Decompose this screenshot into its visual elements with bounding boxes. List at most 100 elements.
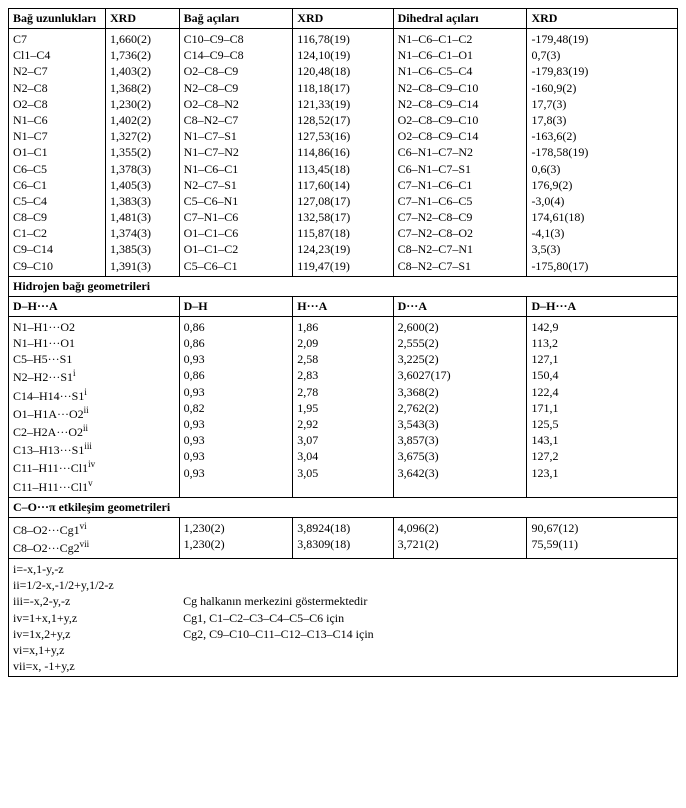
data-line: C9–C10 — [13, 258, 101, 274]
data-line: N2–C8–C9–C14 — [398, 96, 523, 112]
hbond-header-dh: D–H — [179, 296, 293, 316]
data-line: O2–C8–C9 — [184, 63, 289, 79]
data-line: 2,83 — [297, 367, 388, 383]
data-line: 1,383(3) — [110, 193, 175, 209]
data-line: 113,2 — [531, 335, 673, 351]
data-line: N1–H1···O2 — [13, 319, 175, 335]
data-line: 0,93 — [184, 351, 289, 367]
data-line: 1,736(2) — [110, 47, 175, 63]
hbond-ha: 1,862,092,582,832,781,952,923,073,043,05 — [293, 316, 393, 497]
data-line: 0,86 — [184, 319, 289, 335]
dihedral-values: -179,48(19)0,7(3)-179,83(19)-160,9(2)17,… — [527, 29, 678, 277]
data-line: 0,86 — [184, 367, 289, 383]
data-line: O1–H1A···O2ii — [13, 404, 175, 422]
data-line: N2–C8–C9–C10 — [398, 80, 523, 96]
copi-labels: C8–O2···Cg1viC8–O2···Cg2vii — [9, 517, 180, 558]
data-line: 1,327(2) — [110, 128, 175, 144]
data-line: C1–C2 — [13, 225, 101, 241]
data-line: 121,33(19) — [297, 96, 388, 112]
data-line: C6–C1 — [13, 177, 101, 193]
data-line: C6–N1–C7–S1 — [398, 161, 523, 177]
header-xrd-3: XRD — [527, 9, 678, 29]
data-line: 176,9(2) — [531, 177, 673, 193]
data-line: iv=1x,2+y,z — [13, 626, 175, 642]
data-line: N2–C7–S1 — [184, 177, 289, 193]
data-line: 1,95 — [297, 400, 388, 416]
header-xrd-2: XRD — [293, 9, 393, 29]
data-line: C14–H14···S1i — [13, 386, 175, 404]
bond-length-values: 1,660(2)1,736(2)1,403(2)1,368(2)1,230(2)… — [106, 29, 180, 277]
data-line: 3,6027(17) — [398, 367, 523, 383]
data-line: vii=x, -1+y,z — [13, 658, 175, 674]
data-line: 1,374(3) — [110, 225, 175, 241]
hbond-header-ha: H···A — [293, 296, 393, 316]
data-line: 1,230(2) — [184, 536, 289, 552]
data-line: 17,7(3) — [531, 96, 673, 112]
hbond-da: 2,600(2)2,555(2)3,225(2)3,6027(17)3,368(… — [393, 316, 527, 497]
data-line: N1–H1···O1 — [13, 335, 175, 351]
data-line: 127,53(16) — [297, 128, 388, 144]
data-line: 1,402(2) — [110, 112, 175, 128]
header-xrd-1: XRD — [106, 9, 180, 29]
data-line: 171,1 — [531, 400, 673, 416]
data-line: 2,78 — [297, 384, 388, 400]
data-line: 127,1 — [531, 351, 673, 367]
data-line: 122,4 — [531, 384, 673, 400]
data-line: 117,60(14) — [297, 177, 388, 193]
data-line: O1–C1 — [13, 144, 101, 160]
copi-v4: 90,67(12)75,59(11) — [527, 517, 678, 558]
hbond-ang: 142,9113,2127,1150,4122,4171,1125,5143,1… — [527, 316, 678, 497]
data-line: -160,9(2) — [531, 80, 673, 96]
data-line: 143,1 — [531, 432, 673, 448]
copi-v3: 4,096(2)3,721(2) — [393, 517, 527, 558]
data-line: 2,92 — [297, 416, 388, 432]
data-line: C11–H11···Cl1iv — [13, 458, 175, 476]
data-line: 3,642(3) — [398, 465, 523, 481]
data-line: 3,05 — [297, 465, 388, 481]
data-line: Cg1, C1–C2–C3–C4–C5–C6 için — [183, 610, 673, 626]
crystallography-table: Bağ uzunlukları XRD Bağ açıları XRD Dihe… — [8, 8, 678, 677]
data-line: 0,93 — [184, 448, 289, 464]
data-line: Cl1–C4 — [13, 47, 101, 63]
data-line: O2–C8–C9–C14 — [398, 128, 523, 144]
data-line: C13–H13···S1iii — [13, 440, 175, 458]
data-line: -179,48(19) — [531, 31, 673, 47]
data-line: O1–C1–C6 — [184, 225, 289, 241]
data-line: N1–C7–N2 — [184, 144, 289, 160]
data-line: 174,61(18) — [531, 209, 673, 225]
data-line: 114,86(16) — [297, 144, 388, 160]
data-line: C8–N2–C7 — [184, 112, 289, 128]
data-line: -178,58(19) — [531, 144, 673, 160]
data-line: O2–C8–N2 — [184, 96, 289, 112]
data-line: 3,857(3) — [398, 432, 523, 448]
data-line: C7 — [13, 31, 101, 47]
data-line: C7–N1–C6–C1 — [398, 177, 523, 193]
data-line: C7–N1–C6 — [184, 209, 289, 225]
data-line: 116,78(19) — [297, 31, 388, 47]
data-line: N1–C6–C1–C2 — [398, 31, 523, 47]
data-line: 118,18(17) — [297, 80, 388, 96]
data-line: i=-x,1-y,-z — [13, 561, 175, 577]
data-line: 1,405(3) — [110, 177, 175, 193]
data-line: vi=x,1+y,z — [13, 642, 175, 658]
data-line: 75,59(11) — [531, 536, 673, 552]
data-line: C5–C4 — [13, 193, 101, 209]
data-line: 119,47(19) — [297, 258, 388, 274]
data-line: 124,10(19) — [297, 47, 388, 63]
data-line: 1,378(3) — [110, 161, 175, 177]
header-bond-len: Bağ uzunlukları — [9, 9, 106, 29]
data-line: 1,230(2) — [184, 520, 289, 536]
data-line: O2–C8–C9–C10 — [398, 112, 523, 128]
data-line: -3,0(4) — [531, 193, 673, 209]
data-line: C10–C9–C8 — [184, 31, 289, 47]
data-line: C11–H11···Cl1v — [13, 477, 175, 495]
data-line: N1–C6–C1 — [184, 161, 289, 177]
hbond-header-dha: D–H···A — [9, 296, 180, 316]
data-line: C7–N1–C6–C5 — [398, 193, 523, 209]
data-line: 2,600(2) — [398, 319, 523, 335]
copi-v1: 1,230(2)1,230(2) — [179, 517, 293, 558]
dihedral-labels: N1–C6–C1–C2N1–C6–C1–O1N1–C6–C5–C4N2–C8–C… — [393, 29, 527, 277]
hbond-labels: N1–H1···O2N1–H1···O1C5–H5···S1N2–H2···S1… — [9, 316, 180, 497]
data-line: 1,391(3) — [110, 258, 175, 274]
data-line: C8–N2–C7–N1 — [398, 241, 523, 257]
